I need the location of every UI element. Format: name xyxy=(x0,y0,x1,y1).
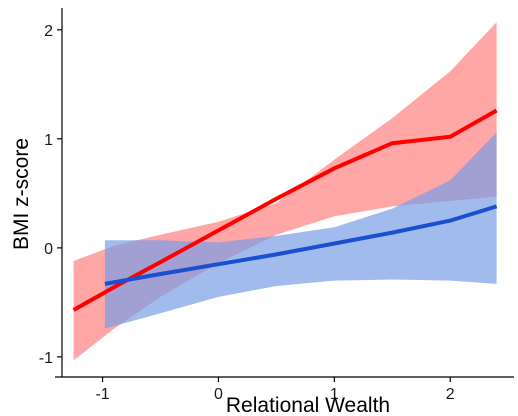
confidence-band-2 xyxy=(104,132,497,329)
y-tick-label: -1 xyxy=(39,350,53,367)
x-tick-label: 0 xyxy=(214,386,223,403)
x-tick-label: 2 xyxy=(446,386,455,403)
y-tick-label: 2 xyxy=(44,23,53,40)
axes xyxy=(55,8,514,378)
x-tick-label: 1 xyxy=(330,386,339,403)
ticks: -1 0 1 2 -1 0 1 2 xyxy=(39,23,455,403)
regression-lines xyxy=(72,108,498,312)
confidence-bands xyxy=(73,22,497,361)
fit-line-2 xyxy=(104,204,498,286)
y-tick-label: 1 xyxy=(44,132,53,149)
x-axis-label: Relational Wealth xyxy=(226,394,390,416)
y-tick-label: 0 xyxy=(44,241,53,258)
y-axis-label: BMI z-score xyxy=(10,138,33,250)
x-tick-label: -1 xyxy=(95,386,109,403)
